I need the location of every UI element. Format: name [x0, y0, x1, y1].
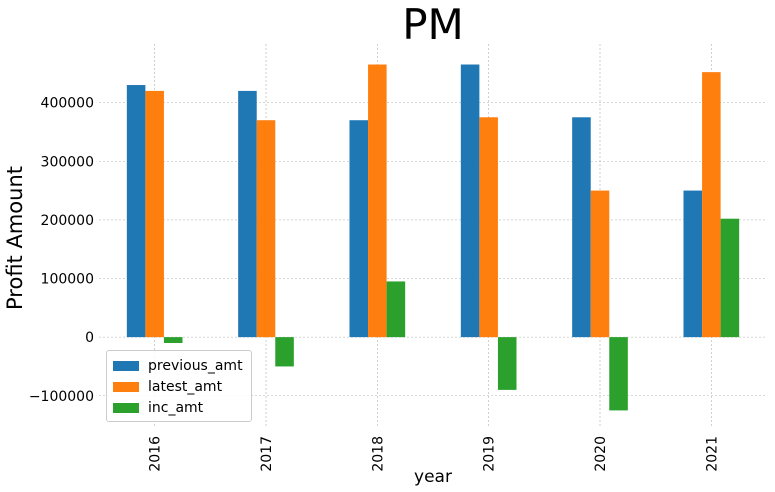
legend-item-latest-amt: latest_amt [113, 378, 222, 396]
legend-swatch-latest-amt [113, 382, 139, 392]
x-tick-label: 2020 [593, 436, 609, 472]
legend: previous_amt latest_amt inc_amt [106, 350, 252, 422]
bar-inc_amt-2018 [386, 281, 406, 338]
bar-previous_amt-2017 [238, 90, 257, 338]
x-axis-label: year [414, 467, 452, 487]
x-tick-label: 2019 [482, 436, 498, 472]
bar-inc_amt-2019 [497, 337, 517, 390]
bar-inc_amt-2021 [720, 218, 740, 338]
bar-previous_amt-2016 [126, 85, 146, 338]
bar-previous_amt-2018 [349, 120, 369, 338]
legend-label-previous-amt: previous_amt [148, 358, 243, 374]
y-tick-label: 100000 [41, 272, 94, 288]
y-tick-label: 400000 [41, 96, 94, 112]
x-tick-label: 2017 [259, 436, 275, 472]
legend-swatch-inc-amt [113, 403, 139, 413]
bar-latest_amt-2016 [145, 90, 164, 338]
legend-label-latest-amt: latest_amt [148, 379, 223, 395]
bar-latest_amt-2018 [368, 64, 387, 338]
y-tick-label: 0 [85, 330, 94, 346]
bar-previous_amt-2020 [572, 117, 591, 338]
bar-latest_amt-2021 [702, 72, 721, 338]
legend-item-previous-amt: previous_amt [113, 357, 243, 375]
y-axis-ticks: −100000 0 100000 200000 300000 400000 [29, 96, 94, 405]
bar-latest_amt-2017 [256, 120, 276, 338]
legend-item-inc-amt: inc_amt [113, 399, 203, 417]
bar-inc_amt-2020 [609, 337, 628, 411]
chart-title: PM [402, 0, 464, 49]
bar-latest_amt-2019 [479, 117, 498, 338]
x-tick-label: 2016 [148, 436, 164, 472]
y-tick-label: −100000 [29, 389, 94, 405]
x-axis-ticks: 2016 2017 2018 2019 2020 2021 [148, 436, 721, 472]
y-tick-label: 200000 [41, 213, 94, 229]
bar-previous_amt-2019 [460, 64, 480, 338]
y-axis-label: Profit Amount [3, 166, 27, 310]
legend-label-inc-amt: inc_amt [148, 400, 204, 416]
bar-inc_amt-2017 [275, 337, 294, 367]
x-tick-label: 2018 [370, 436, 386, 472]
bar-previous_amt-2021 [683, 190, 703, 338]
y-tick-label: 300000 [41, 154, 94, 170]
legend-swatch-previous-amt [113, 361, 139, 371]
bars [126, 64, 740, 411]
bar-latest_amt-2020 [590, 190, 610, 338]
x-tick-label: 2021 [704, 436, 720, 472]
bar-inc_amt-2016 [163, 337, 183, 343]
